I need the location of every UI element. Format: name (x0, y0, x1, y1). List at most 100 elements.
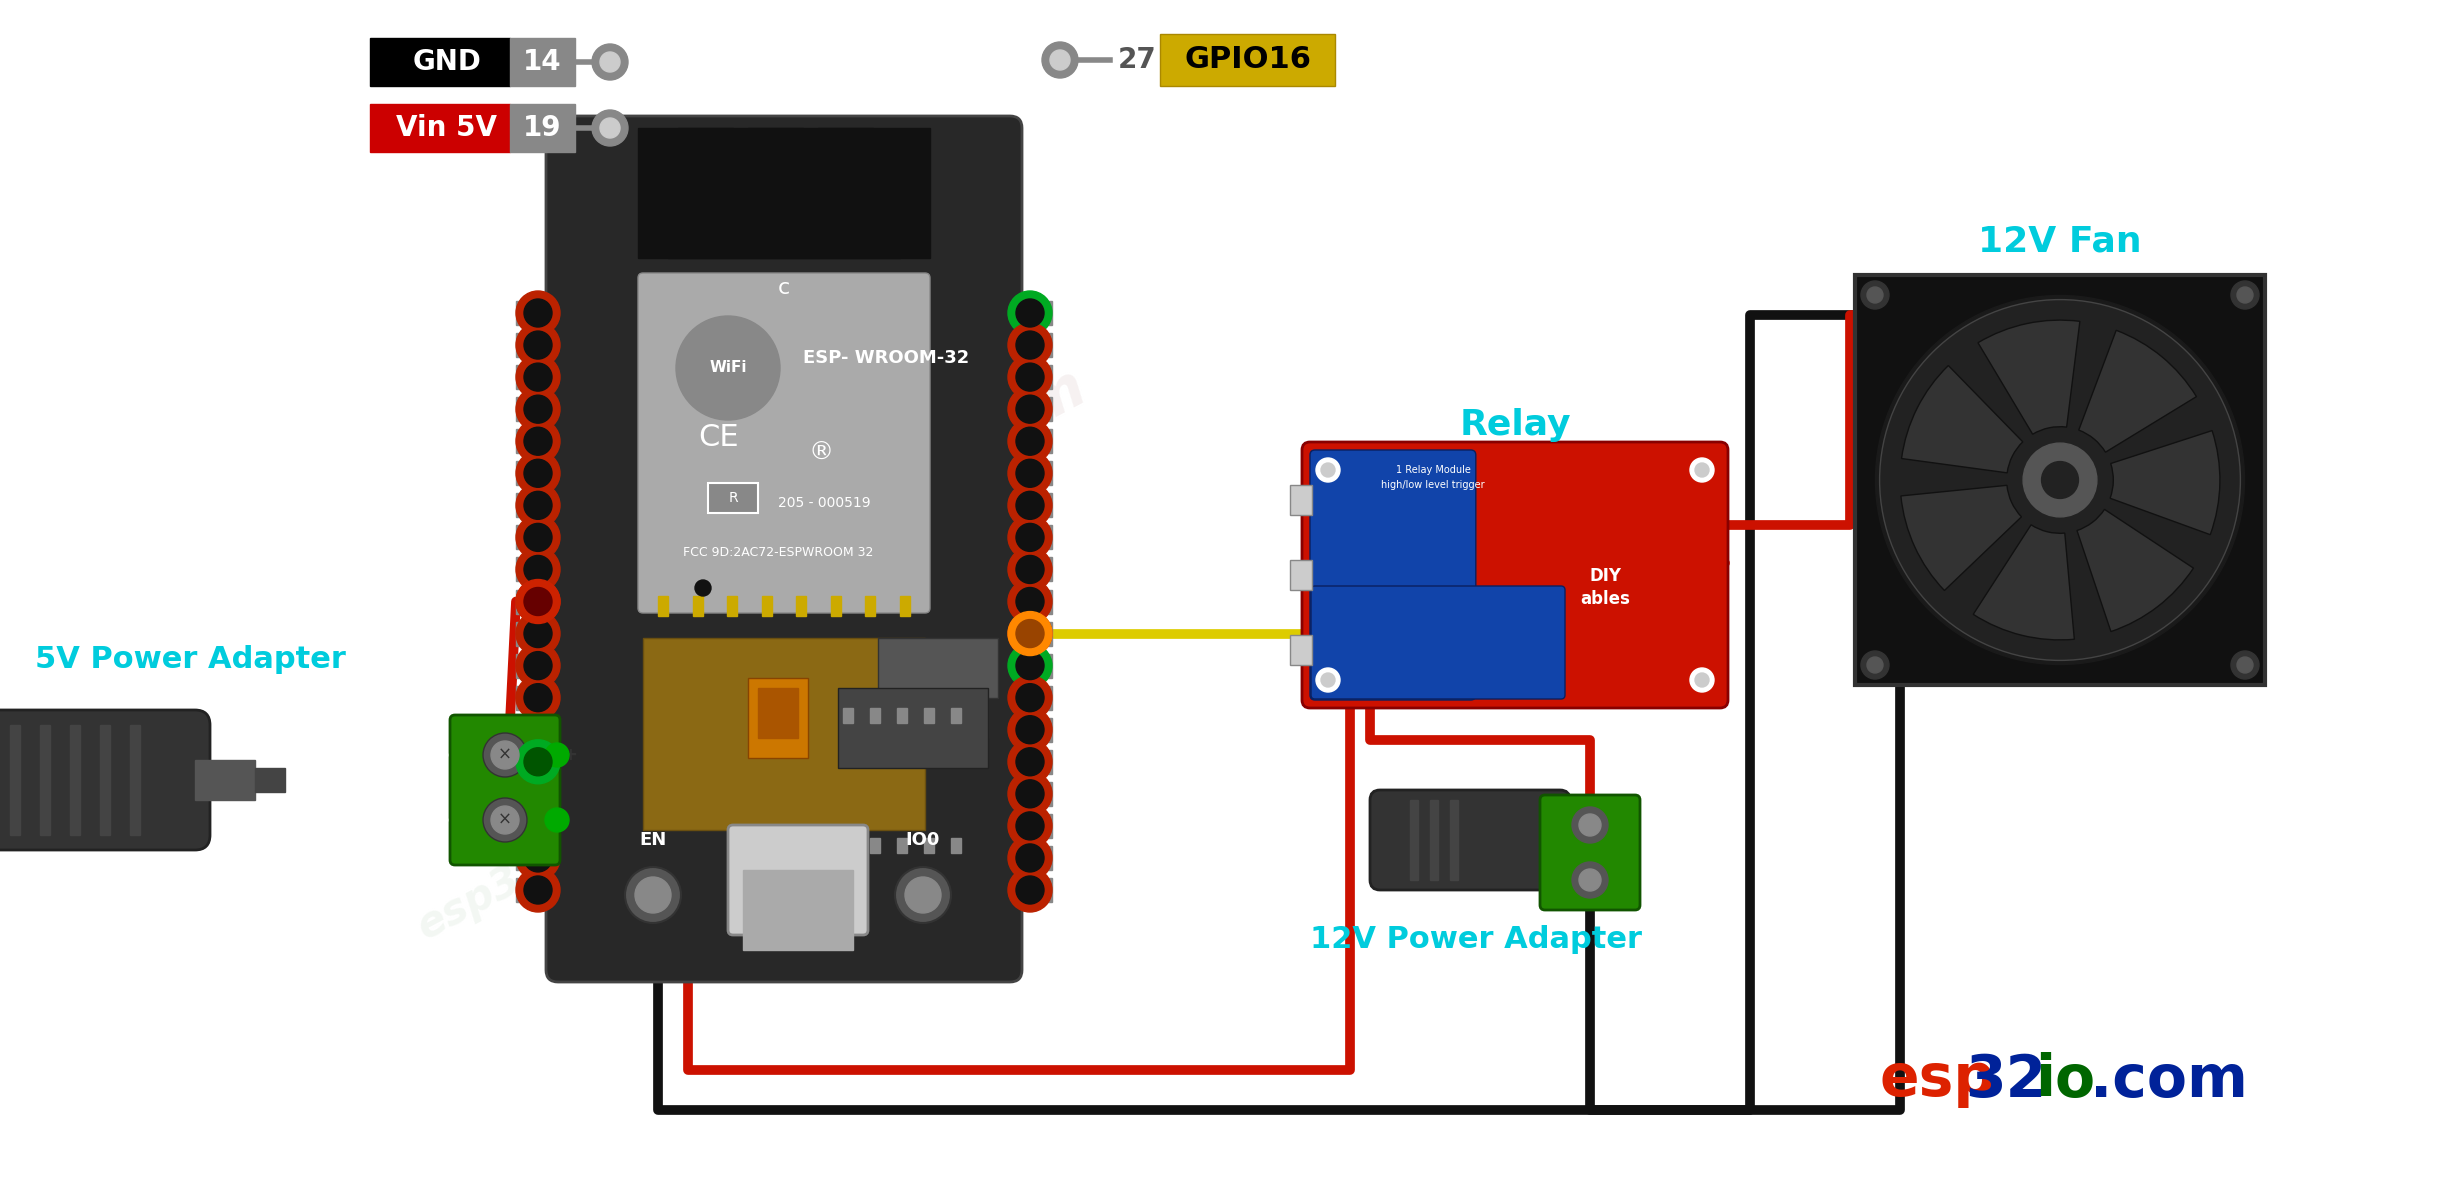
Circle shape (1016, 523, 1043, 552)
Text: esp: esp (1879, 1051, 1995, 1108)
Circle shape (2231, 281, 2258, 309)
Circle shape (1695, 463, 1710, 476)
Circle shape (1009, 419, 1053, 463)
Circle shape (635, 877, 672, 913)
Circle shape (524, 683, 551, 712)
Bar (1031, 461, 1053, 485)
Circle shape (517, 387, 561, 431)
Bar (517, 525, 539, 549)
Circle shape (593, 110, 627, 146)
Text: 1 Relay Module: 1 Relay Module (1395, 464, 1471, 475)
Bar (1031, 365, 1053, 389)
Circle shape (517, 707, 561, 752)
Bar (637, 128, 930, 259)
Bar (925, 838, 935, 853)
Text: 19: 19 (524, 114, 561, 142)
Circle shape (593, 44, 627, 80)
Bar (517, 461, 539, 485)
Circle shape (1016, 620, 1043, 648)
Bar (831, 596, 841, 616)
Circle shape (524, 299, 551, 327)
Circle shape (517, 291, 561, 335)
Bar (517, 718, 539, 742)
Bar (1031, 782, 1053, 806)
Circle shape (1016, 299, 1043, 327)
Circle shape (517, 804, 561, 847)
Text: Vin 5V: Vin 5V (396, 114, 497, 142)
Circle shape (1043, 42, 1077, 78)
Circle shape (524, 748, 551, 776)
Bar (763, 596, 772, 616)
Text: high/low level trigger: high/low level trigger (1380, 480, 1486, 490)
FancyBboxPatch shape (1311, 587, 1565, 699)
Text: IO0: IO0 (905, 831, 940, 849)
Circle shape (1016, 716, 1043, 743)
Bar (517, 397, 539, 421)
Circle shape (625, 867, 681, 923)
Text: esp32io.com: esp32io.com (704, 358, 1097, 602)
Bar (517, 430, 539, 454)
Circle shape (1016, 779, 1043, 808)
Text: ×: × (497, 812, 512, 830)
Circle shape (517, 419, 561, 463)
Circle shape (1009, 772, 1053, 816)
Circle shape (524, 395, 551, 424)
Circle shape (1050, 50, 1070, 69)
Bar (1031, 718, 1053, 742)
Bar (1031, 749, 1053, 773)
Text: WiFi: WiFi (708, 360, 748, 376)
Bar (517, 846, 539, 870)
Circle shape (1016, 395, 1043, 424)
Circle shape (517, 772, 561, 816)
Bar (517, 782, 539, 806)
Circle shape (1690, 668, 1715, 692)
Circle shape (1862, 651, 1889, 679)
Circle shape (905, 877, 942, 913)
Circle shape (517, 836, 561, 880)
Wedge shape (1973, 524, 2074, 640)
Circle shape (546, 808, 568, 832)
Circle shape (517, 740, 561, 784)
Text: 27: 27 (1117, 45, 1156, 74)
Circle shape (1009, 451, 1053, 496)
Text: ⊕: ⊕ (435, 813, 450, 827)
Bar (878, 638, 999, 698)
Circle shape (895, 867, 952, 923)
Circle shape (1867, 287, 1882, 303)
Bar (1031, 814, 1053, 838)
Circle shape (1875, 296, 2244, 664)
Circle shape (1009, 547, 1053, 591)
Wedge shape (2079, 330, 2197, 452)
Circle shape (482, 798, 526, 841)
Bar (1031, 397, 1053, 421)
Bar (1031, 300, 1053, 326)
Text: EN: EN (640, 831, 667, 849)
Circle shape (524, 555, 551, 583)
Circle shape (524, 523, 551, 552)
Bar (369, 104, 509, 152)
Text: GPIO16: GPIO16 (1183, 45, 1311, 74)
Bar (748, 678, 807, 758)
Circle shape (524, 651, 551, 680)
Circle shape (1016, 460, 1043, 487)
FancyBboxPatch shape (1370, 790, 1569, 891)
Bar (748, 128, 802, 208)
Text: R: R (728, 491, 738, 505)
Circle shape (600, 119, 620, 138)
FancyBboxPatch shape (546, 116, 1021, 982)
Text: 5V Power Adapter: 5V Power Adapter (34, 645, 347, 674)
FancyBboxPatch shape (1301, 442, 1727, 707)
Circle shape (482, 733, 526, 777)
Circle shape (1016, 876, 1043, 904)
Bar (952, 707, 962, 723)
Text: .com: .com (2091, 1051, 2248, 1108)
Text: ⊕: ⊕ (435, 747, 450, 762)
Bar (1161, 34, 1336, 86)
Circle shape (1016, 651, 1043, 680)
Circle shape (1016, 427, 1043, 455)
Text: ®: ® (807, 440, 834, 464)
Circle shape (1009, 868, 1053, 912)
Bar (844, 838, 854, 853)
Bar (743, 870, 854, 950)
Circle shape (1009, 387, 1053, 431)
